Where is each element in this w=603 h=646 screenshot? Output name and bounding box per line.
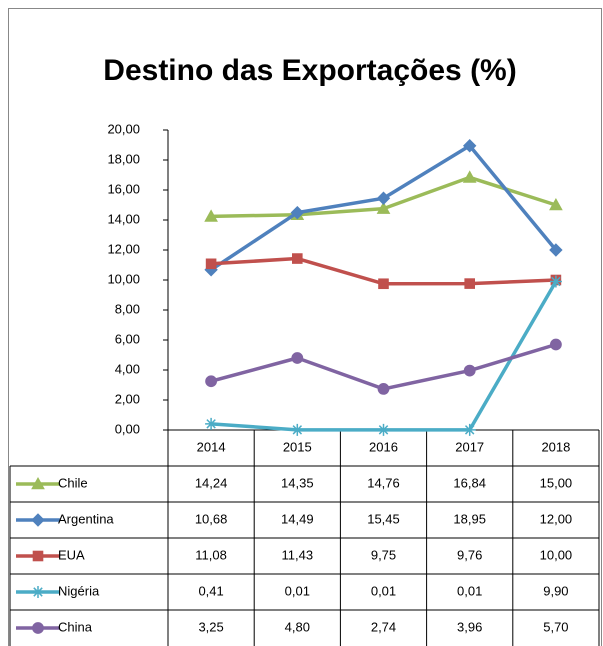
legend-key-marker <box>32 550 44 562</box>
legend-label: EUA <box>58 547 85 562</box>
marker <box>549 243 563 257</box>
marker <box>464 278 475 289</box>
table-cell: 16,84 <box>453 475 486 490</box>
x-tick-label: 2016 <box>369 439 398 454</box>
marker <box>205 417 218 430</box>
y-tick-label: 10,00 <box>107 271 140 286</box>
table-cell: 5,70 <box>543 619 568 634</box>
table-cell: 14,49 <box>281 511 314 526</box>
marker <box>378 278 389 290</box>
y-tick-label: 18,00 <box>107 151 140 166</box>
marker <box>204 209 218 222</box>
table-cell: 14,24 <box>195 475 228 490</box>
marker <box>291 352 304 364</box>
table-cell: 0,01 <box>285 583 310 598</box>
legend-label: Chile <box>58 475 88 490</box>
marker <box>549 197 563 211</box>
x-tick-label: 2018 <box>541 439 570 454</box>
chart-title: Destino das Exportações (%) <box>103 54 516 87</box>
marker <box>377 423 390 436</box>
table-cell: 11,43 <box>282 547 314 562</box>
y-tick-label: 0,00 <box>115 421 140 436</box>
table-cell: 0,01 <box>457 583 482 598</box>
table-cell: 14,35 <box>281 475 314 490</box>
marker <box>462 170 477 183</box>
marker <box>377 383 390 395</box>
table-cell: 4,80 <box>285 619 310 634</box>
chart-border <box>8 8 602 646</box>
series-line <box>210 342 557 391</box>
y-tick-label: 12,00 <box>107 241 140 256</box>
x-tick-label: 2014 <box>197 439 226 454</box>
x-tick-label: 2017 <box>455 439 484 454</box>
table-cell: 0,41 <box>198 583 223 598</box>
legend-label: Nigéria <box>58 583 100 598</box>
table-cell: 12,00 <box>540 511 573 526</box>
legend-label: China <box>58 619 93 634</box>
table-cell: 15,45 <box>367 511 400 526</box>
table-cell: 11,08 <box>195 547 227 562</box>
legend-label: Argentina <box>58 511 114 526</box>
marker <box>376 191 391 205</box>
table-cell: 9,90 <box>543 583 568 598</box>
table-cell: 3,25 <box>198 619 223 634</box>
table-cell: 15,00 <box>540 475 573 490</box>
marker <box>290 205 305 220</box>
table-cell: 0,01 <box>371 583 396 598</box>
legend-key-marker <box>32 586 44 598</box>
marker <box>462 139 477 153</box>
table-cell: 2,74 <box>371 619 396 634</box>
marker <box>205 258 217 270</box>
table-cell: 14,76 <box>367 475 400 490</box>
table-cell: 9,75 <box>371 547 396 562</box>
marker <box>463 423 476 436</box>
marker <box>291 423 304 436</box>
y-tick-label: 6,00 <box>115 331 140 346</box>
y-tick-label: 2,00 <box>115 391 140 406</box>
legend-key-marker <box>31 476 45 490</box>
table-cell: 3,96 <box>457 619 482 634</box>
y-tick-label: 20,00 <box>107 121 140 136</box>
y-tick-label: 4,00 <box>115 361 140 376</box>
y-tick-label: 14,00 <box>107 211 140 226</box>
marker <box>550 338 562 351</box>
table-cell: 9,76 <box>457 547 482 562</box>
table-cell: 10,00 <box>540 547 573 562</box>
series-line <box>210 280 558 432</box>
marker <box>205 375 218 388</box>
marker <box>549 275 562 288</box>
legend-key-marker <box>32 622 44 634</box>
marker <box>292 253 303 264</box>
y-tick-label: 8,00 <box>115 301 140 316</box>
legend-key-marker <box>31 513 45 527</box>
marker <box>463 364 476 377</box>
table-cell: 10,68 <box>195 511 228 526</box>
marker <box>376 201 391 214</box>
x-tick-label: 2015 <box>283 439 312 454</box>
y-tick-label: 16,00 <box>107 181 140 196</box>
table-cell: 18,95 <box>453 511 486 526</box>
